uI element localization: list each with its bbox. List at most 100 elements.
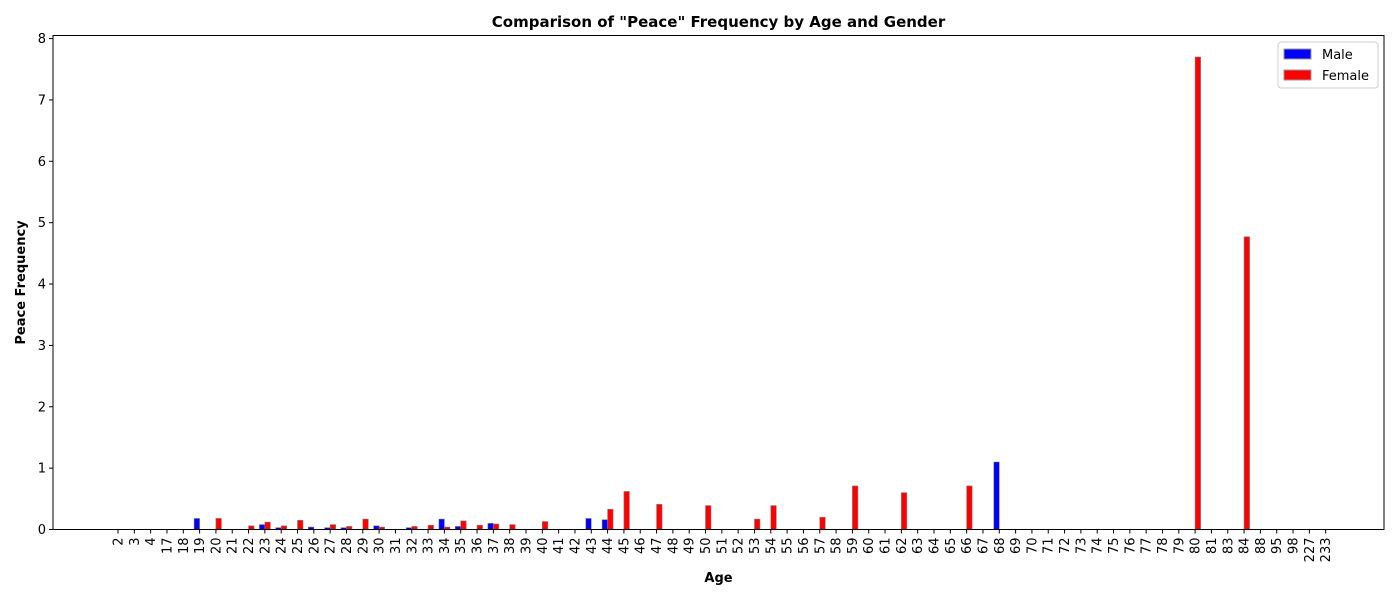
x-tick-label: 36 (471, 538, 486, 555)
x-tick-label: 60 (862, 538, 877, 555)
x-tick-label: 59 (846, 538, 861, 555)
x-tick-label: 29 (356, 538, 371, 555)
x-tick-label: 81 (1205, 538, 1220, 555)
x-axis: 2 3 4 17 18 19 20 21 22 23 24 25 26 27 28 29 30 31 32 33 34 3… (112, 529, 1334, 563)
x-tick-label: 68 (993, 538, 1008, 555)
legend-label-female: Female (1322, 69, 1369, 84)
x-tick-label: 28 (340, 538, 355, 555)
x-tick-label: 88 (1254, 538, 1269, 555)
x-tick-label: 98 (1287, 538, 1302, 555)
y-tick-label: 8 (38, 32, 46, 47)
bar-female-54 (770, 505, 777, 530)
y-tick-label: 5 (38, 216, 46, 231)
x-tick-label: 27 (324, 538, 339, 555)
bar-female-44 (607, 508, 614, 530)
x-tick-label: 83 (1221, 538, 1236, 555)
bar-female-35 (460, 520, 467, 530)
bar-female-59 (852, 485, 859, 530)
x-tick-label: 54 (764, 538, 779, 555)
bars-layer (193, 56, 1250, 530)
x-tick-label: 35 (454, 538, 469, 555)
bar-female-62 (901, 492, 908, 530)
bar-female-66 (966, 485, 973, 530)
x-tick-label: 51 (715, 538, 730, 555)
bar-female-37 (493, 523, 500, 530)
x-tick-label: 52 (732, 538, 747, 555)
bar-female-47 (656, 504, 663, 530)
x-tick-label: 66 (960, 538, 975, 555)
bar-male-44 (601, 519, 608, 530)
x-axis-label: Age (704, 571, 732, 586)
x-tick-label: 33 (422, 538, 437, 555)
x-tick-label: 67 (976, 538, 991, 555)
x-tick-label: 18 (177, 538, 192, 555)
x-tick-label: 30 (373, 538, 388, 555)
bar-female-53 (754, 518, 761, 530)
bar-male-19 (193, 518, 200, 530)
x-tick-label: 40 (536, 538, 551, 555)
x-tick-label: 62 (895, 538, 910, 555)
bar-female-45 (623, 491, 630, 530)
x-tick-label: 57 (813, 538, 828, 555)
x-tick-label: 39 (520, 538, 535, 555)
y-axis-label: Peace Frequency (14, 220, 29, 345)
x-tick-label: 50 (699, 538, 714, 555)
legend-swatch-male (1283, 48, 1312, 60)
x-tick-label: 233 (1319, 538, 1334, 563)
x-tick-label: 75 (1107, 538, 1122, 555)
bar-male-68 (993, 461, 1000, 530)
x-tick-label: 79 (1172, 538, 1187, 555)
bar-female-33 (427, 524, 434, 530)
bar-female-36 (476, 524, 483, 530)
x-tick-label: 61 (879, 538, 894, 555)
x-tick-label: 3 (128, 538, 143, 546)
x-tick-label: 47 (650, 538, 665, 555)
x-tick-label: 49 (683, 538, 698, 555)
x-tick-label: 4 (144, 538, 159, 546)
x-tick-label: 64 (928, 538, 943, 555)
bar-female-29 (362, 518, 369, 530)
x-tick-label: 23 (258, 538, 273, 555)
x-tick-label: 72 (1058, 538, 1073, 555)
x-tick-label: 77 (1140, 538, 1155, 555)
legend: Male Female (1277, 41, 1379, 89)
x-tick-label: 70 (1025, 538, 1040, 555)
y-tick-label: 7 (38, 93, 46, 108)
x-tick-label: 21 (226, 538, 241, 555)
x-tick-label: 95 (1270, 538, 1285, 555)
y-tick-label: 0 (38, 523, 46, 538)
x-tick-label: 45 (617, 538, 632, 555)
x-tick-label: 43 (585, 538, 600, 555)
chart-title: Comparison of "Peace" Frequency by Age a… (492, 13, 946, 31)
x-tick-label: 65 (944, 538, 959, 555)
x-tick-label: 58 (830, 538, 845, 555)
x-tick-label: 71 (1042, 538, 1057, 555)
bar-male-43 (585, 518, 592, 530)
x-tick-label: 46 (634, 538, 649, 555)
bar-female-20 (215, 518, 222, 530)
x-tick-label: 19 (193, 538, 208, 555)
x-tick-label: 76 (1123, 538, 1138, 555)
x-tick-label: 227 (1303, 538, 1318, 563)
bar-male-37 (487, 523, 494, 530)
x-tick-label: 55 (781, 538, 796, 555)
bar-female-24 (280, 525, 288, 530)
legend-label-male: Male (1322, 48, 1353, 63)
plot-frame (52, 35, 1385, 530)
bar-female-50 (705, 505, 712, 530)
y-tick-label: 4 (38, 278, 46, 293)
bar-female-25 (297, 519, 304, 530)
x-tick-label: 34 (438, 538, 453, 555)
x-tick-label: 41 (552, 538, 567, 555)
x-tick-label: 31 (389, 538, 404, 555)
x-tick-label: 44 (601, 538, 616, 555)
legend-swatch-female (1283, 69, 1312, 81)
x-tick-label: 42 (568, 538, 583, 555)
x-tick-label: 22 (242, 538, 257, 555)
x-tick-label: 37 (487, 538, 502, 555)
x-tick-label: 32 (405, 538, 420, 555)
x-tick-label: 53 (748, 538, 763, 555)
x-tick-label: 38 (503, 538, 518, 555)
x-tick-label: 69 (1009, 538, 1024, 555)
